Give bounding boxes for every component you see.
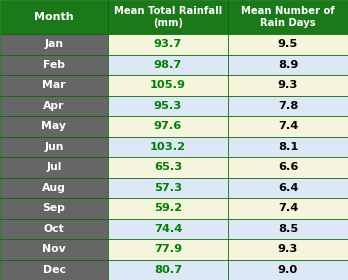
Text: 74.4: 74.4 [154, 224, 182, 234]
Bar [0, 260, 108, 280]
Bar [228, 34, 348, 55]
Bar [0, 178, 108, 198]
Bar [0, 75, 108, 95]
Text: 95.3: 95.3 [154, 101, 182, 111]
Text: 8.5: 8.5 [278, 224, 298, 234]
Bar [108, 34, 228, 55]
Text: 77.9: 77.9 [154, 244, 182, 254]
Bar [228, 137, 348, 157]
Text: 59.2: 59.2 [154, 203, 182, 213]
Bar [228, 75, 348, 95]
Text: 65.3: 65.3 [154, 162, 182, 172]
Bar [108, 0, 228, 34]
Text: Nov: Nov [42, 244, 66, 254]
Text: 8.9: 8.9 [278, 60, 298, 70]
Bar [228, 198, 348, 218]
Bar [108, 95, 228, 116]
Bar [228, 239, 348, 260]
Text: Jul: Jul [46, 162, 62, 172]
Bar [108, 116, 228, 137]
Text: 98.7: 98.7 [154, 60, 182, 70]
Text: Mar: Mar [42, 80, 66, 90]
Text: Dec: Dec [42, 265, 65, 275]
Text: May: May [41, 121, 66, 131]
Bar [108, 198, 228, 218]
Bar [0, 157, 108, 178]
Text: 93.7: 93.7 [154, 39, 182, 49]
Text: Month: Month [34, 12, 74, 22]
Text: 9.0: 9.0 [278, 265, 298, 275]
Text: Feb: Feb [43, 60, 65, 70]
Text: Apr: Apr [43, 101, 65, 111]
Text: 7.8: 7.8 [278, 101, 298, 111]
Bar [108, 218, 228, 239]
Bar [108, 157, 228, 178]
Bar [0, 116, 108, 137]
Text: 97.6: 97.6 [154, 121, 182, 131]
Bar [228, 157, 348, 178]
Text: 7.4: 7.4 [278, 121, 298, 131]
Bar [0, 34, 108, 55]
Bar [0, 198, 108, 218]
Bar [108, 55, 228, 75]
Bar [0, 137, 108, 157]
Text: 57.3: 57.3 [154, 183, 182, 193]
Bar [228, 260, 348, 280]
Text: 103.2: 103.2 [150, 142, 186, 152]
Bar [0, 218, 108, 239]
Bar [108, 137, 228, 157]
Text: 7.4: 7.4 [278, 203, 298, 213]
Text: 80.7: 80.7 [154, 265, 182, 275]
Text: Jun: Jun [44, 142, 64, 152]
Bar [228, 116, 348, 137]
Bar [228, 55, 348, 75]
Bar [228, 95, 348, 116]
Text: Jan: Jan [45, 39, 64, 49]
Bar [228, 218, 348, 239]
Text: Mean Total Rainfall
(mm): Mean Total Rainfall (mm) [114, 6, 222, 28]
Bar [228, 0, 348, 34]
Bar [108, 178, 228, 198]
Text: 9.5: 9.5 [278, 39, 298, 49]
Text: 6.6: 6.6 [278, 162, 298, 172]
Text: 9.3: 9.3 [278, 80, 298, 90]
Bar [108, 239, 228, 260]
Text: 9.3: 9.3 [278, 244, 298, 254]
Text: 8.1: 8.1 [278, 142, 298, 152]
Text: Aug: Aug [42, 183, 66, 193]
Text: Mean Number of
Rain Days: Mean Number of Rain Days [241, 6, 335, 28]
Bar [108, 260, 228, 280]
Bar [228, 178, 348, 198]
Bar [108, 75, 228, 95]
Text: Sep: Sep [42, 203, 65, 213]
Bar [0, 239, 108, 260]
Bar [0, 55, 108, 75]
Text: 6.4: 6.4 [278, 183, 298, 193]
Bar [0, 0, 108, 34]
Text: Oct: Oct [44, 224, 64, 234]
Bar [0, 95, 108, 116]
Text: 105.9: 105.9 [150, 80, 186, 90]
